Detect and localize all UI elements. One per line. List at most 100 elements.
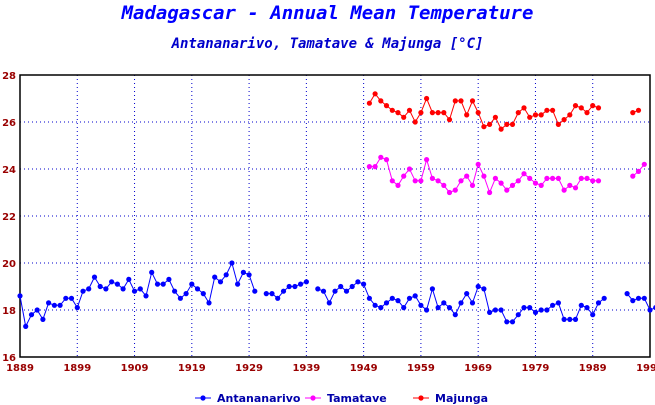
tamatave-point xyxy=(521,171,527,177)
tamatave-point xyxy=(435,178,441,184)
tamatave-point xyxy=(372,164,378,170)
antananarivo-point xyxy=(355,279,361,285)
antananarivo-point xyxy=(389,295,395,301)
antananarivo-point xyxy=(572,316,579,322)
majunga-point xyxy=(389,107,395,113)
tamatave-point xyxy=(527,175,533,181)
antananarivo-point xyxy=(527,305,533,311)
majunga-point xyxy=(630,110,636,116)
tamatave-point xyxy=(383,157,390,163)
antananarivo-point xyxy=(212,274,218,280)
majunga-point xyxy=(383,103,390,109)
tamatave-point xyxy=(446,189,453,196)
x-tick-label: 1979 xyxy=(522,363,550,374)
majunga-point xyxy=(538,112,544,118)
legend-label: Tamatave xyxy=(327,392,387,405)
antananarivo-point xyxy=(292,283,298,290)
tamatave-point xyxy=(401,173,407,179)
majunga-point xyxy=(509,121,516,127)
majunga-point xyxy=(555,121,562,127)
antananarivo-point xyxy=(532,309,539,315)
tamatave-point xyxy=(406,166,413,172)
majunga-point xyxy=(595,105,602,111)
antananarivo-point xyxy=(515,312,521,318)
tamatave-point xyxy=(441,182,447,188)
antananarivo-point xyxy=(464,291,470,297)
antananarivo-point xyxy=(590,312,596,318)
x-tick-label: 1949 xyxy=(350,363,378,374)
y-tick-label: 22 xyxy=(2,212,16,223)
antananarivo-point xyxy=(189,281,195,287)
y-tick-label: 16 xyxy=(2,353,16,364)
antananarivo-point xyxy=(17,293,23,299)
antananarivo-point xyxy=(229,260,235,266)
majunga-point xyxy=(446,117,453,123)
x-tick-label: 1989 xyxy=(579,363,607,374)
antananarivo-point xyxy=(51,302,58,308)
antananarivo-point xyxy=(567,316,573,322)
antananarivo-point xyxy=(349,283,355,290)
tamatave-point xyxy=(635,168,642,174)
majunga-point xyxy=(378,98,384,104)
tamatave-point xyxy=(395,182,401,188)
tamatave-point xyxy=(567,182,573,188)
antananarivo-point xyxy=(595,300,602,306)
majunga-point xyxy=(366,100,372,106)
antananarivo-point xyxy=(34,307,40,313)
antananarivo-point xyxy=(412,293,418,299)
antananarivo-point xyxy=(63,295,69,301)
antananarivo-point xyxy=(74,305,80,311)
tamatave-point xyxy=(366,164,372,170)
majunga-point xyxy=(504,121,510,127)
majunga-point xyxy=(492,114,498,120)
tick-labels: 1889 1899 1909 1919 1929 1939 1949 1959 1969 1979… xyxy=(2,71,655,374)
antananarivo-point xyxy=(366,295,372,301)
antananarivo-point xyxy=(263,291,269,297)
antananarivo-point xyxy=(332,288,338,294)
majunga-point xyxy=(418,110,424,116)
majunga-point xyxy=(584,110,590,116)
tamatave-point xyxy=(504,187,510,193)
tamatave-point xyxy=(555,175,562,181)
majunga-point xyxy=(572,103,579,109)
tamatave-point xyxy=(578,175,584,181)
legend: Antananarivo Tamatave Majunga xyxy=(195,392,488,405)
y-tick-label: 20 xyxy=(2,259,16,270)
antananarivo-point xyxy=(154,281,161,287)
antananarivo-point xyxy=(206,300,212,306)
antananarivo-point xyxy=(97,283,103,290)
antananarivo-point xyxy=(131,288,138,294)
antananarivo-point xyxy=(166,276,172,282)
majunga-point xyxy=(412,119,418,125)
tamatave-point xyxy=(429,175,435,181)
tamatave-point xyxy=(498,180,504,186)
antananarivo-point xyxy=(326,300,332,306)
majunga-point xyxy=(521,105,527,111)
legend-label: Majunga xyxy=(435,392,488,405)
majunga-point xyxy=(424,95,430,102)
antananarivo-point xyxy=(343,288,350,294)
tamatave-point xyxy=(452,187,458,193)
antananarivo-point xyxy=(217,279,224,285)
series-group xyxy=(17,91,655,329)
x-tick-label: 1999 xyxy=(636,363,655,374)
legend-swatch-marker xyxy=(418,395,424,401)
tamatave-point xyxy=(492,175,498,181)
chart-title: Madagascar - Annual Mean Temperature xyxy=(121,2,534,24)
antananarivo-point xyxy=(23,323,29,329)
x-tick-label: 1899 xyxy=(63,363,91,374)
antananarivo-point xyxy=(441,300,447,306)
antananarivo-point xyxy=(126,276,132,282)
tamatave-point xyxy=(464,173,470,179)
antananarivo-point xyxy=(252,288,258,294)
antananarivo-point xyxy=(458,300,464,306)
tamatave-point xyxy=(389,178,395,184)
tamatave-point xyxy=(595,178,602,184)
antananarivo-point xyxy=(177,295,183,301)
legend-swatch-marker xyxy=(200,395,206,401)
tamatave-point xyxy=(584,175,590,181)
majunga-point xyxy=(406,107,413,113)
antananarivo-point xyxy=(269,291,275,297)
antananarivo-point xyxy=(647,307,653,313)
